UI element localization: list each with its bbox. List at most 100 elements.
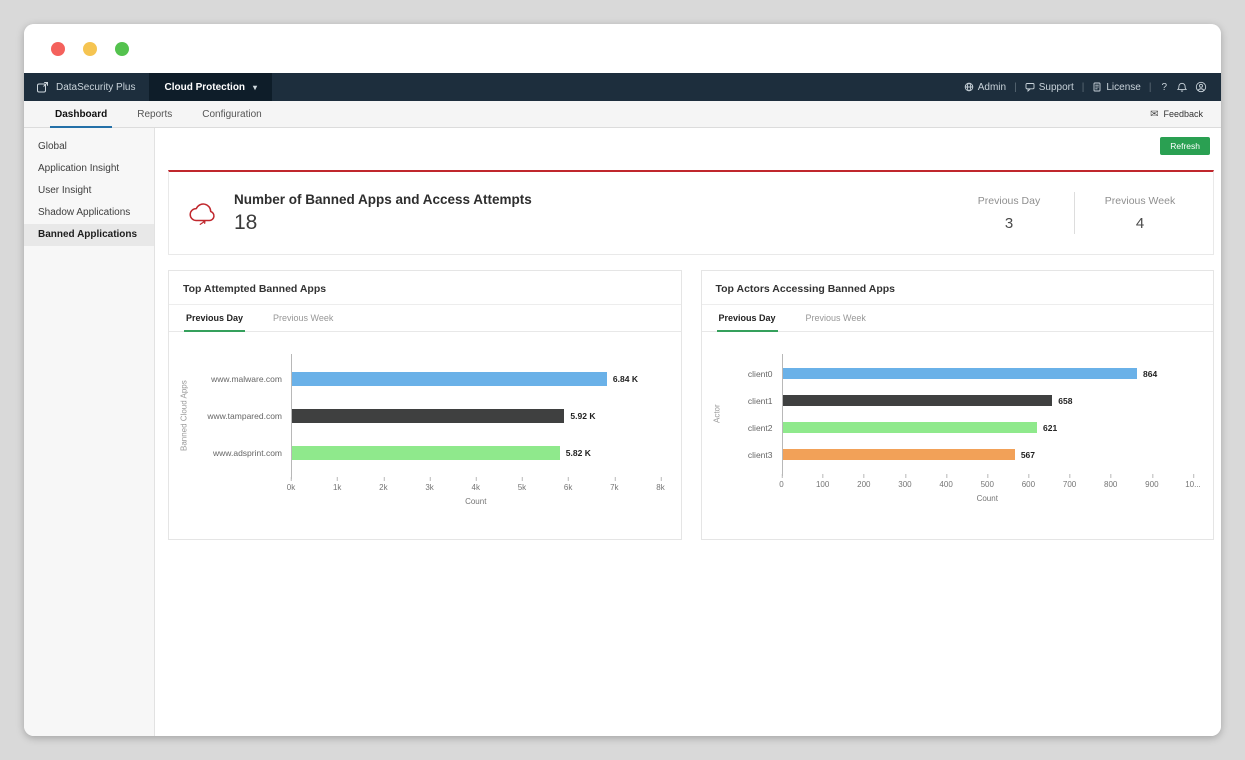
sidebar-item-global[interactable]: Global <box>38 141 67 152</box>
charts-row: Top Attempted Banned Apps Previous Day P… <box>168 270 1214 540</box>
chart-tab-previous-week[interactable]: Previous Week <box>805 313 866 323</box>
section-tabbar: Dashboard Reports Configuration ✉ Feedba… <box>24 101 1221 128</box>
x-tick-label: 8k <box>656 477 665 492</box>
x-tick-label: 0k <box>286 477 296 492</box>
separator: | <box>1081 81 1085 93</box>
help-icon[interactable]: ? <box>1161 81 1167 93</box>
x-tick-label: 7k <box>610 477 619 492</box>
license-icon <box>1093 82 1101 92</box>
bar[interactable] <box>781 449 1015 460</box>
feedback-link[interactable]: ✉ Feedback <box>1150 101 1203 127</box>
envelope-icon: ✉ <box>1150 108 1159 120</box>
bar[interactable] <box>291 445 560 460</box>
y-axis-title: Actor <box>712 404 721 424</box>
chart-row: www.adsprint.com 5.82 K <box>191 434 661 471</box>
sidebar-item-application-insight[interactable]: Application Insight <box>38 163 120 174</box>
chart-rows: client0 864 client1 658 client2 621 client3 567 <box>724 354 1194 476</box>
globe-icon <box>964 82 973 92</box>
previous-day-label: Previous Day <box>977 194 1041 207</box>
admin-menu[interactable]: Admin <box>964 82 1006 93</box>
x-ticks: 0k 1k 2k 3k 4k 5k 6k 7k 8k <box>287 476 665 494</box>
x-tick-label: 4k <box>471 477 480 492</box>
chart-row: client2 621 <box>724 414 1194 441</box>
bar-track: 5.92 K <box>291 397 661 434</box>
category-label: www.malware.com <box>211 373 282 384</box>
x-tick-label: 600 <box>1021 474 1036 489</box>
chart-tab-previous-day[interactable]: Previous Day <box>184 305 246 332</box>
refresh-button[interactable]: Refresh <box>1160 137 1210 155</box>
x-axis-title: Count <box>465 497 487 506</box>
bar-value-label: 567 <box>1020 449 1035 460</box>
bar[interactable] <box>291 371 607 386</box>
bar[interactable] <box>291 408 565 423</box>
tab-configuration[interactable]: Configuration <box>202 108 262 120</box>
notifications-bell-icon[interactable] <box>1177 82 1187 93</box>
separator: | <box>1014 81 1017 93</box>
product-brand: DataSecurity Plus <box>24 81 149 94</box>
chart-title: Top Attempted Banned Apps <box>169 271 681 305</box>
tab-reports[interactable]: Reports <box>137 108 173 120</box>
window-maximize-button[interactable] <box>115 41 129 56</box>
license-menu[interactable]: License <box>1092 82 1141 93</box>
x-ticks: 0 100 200 300 400 500 600 700 800 900 10... <box>779 473 1201 491</box>
previous-week-value: 4 <box>1135 214 1145 232</box>
bar[interactable] <box>781 368 1138 379</box>
chart-card-top-actors: Top Actors Accessing Banned Apps Previou… <box>700 270 1214 540</box>
previous-week-label: Previous Week <box>1104 194 1176 207</box>
previous-week-block: Previous Week 4 <box>1081 195 1199 232</box>
category-label: client3 <box>747 449 773 460</box>
main-toolbar: Refresh <box>168 137 1214 170</box>
bar-chart-actors: Actor client0 864 client1 658 client2 621 clie… <box>702 332 1214 503</box>
x-tick-label: 400 <box>939 474 953 489</box>
chart-row: client3 567 <box>724 441 1194 468</box>
module-selector[interactable]: Cloud Protection ▾ <box>149 73 273 101</box>
category-label: www.tampared.com <box>207 410 282 421</box>
category-label: www.adsprint.com <box>213 447 282 458</box>
chart-row: www.malware.com 6.84 K <box>191 360 661 397</box>
x-tick-label: 3k <box>425 477 434 492</box>
vertical-divider <box>1074 192 1075 234</box>
sidebar-item-shadow-applications[interactable]: Shadow Applications <box>38 207 131 218</box>
chart-rows: www.malware.com 6.84 K www.tampared.com 5.9… <box>191 354 661 479</box>
account-avatar-icon[interactable] <box>1195 81 1207 93</box>
tab-dashboard[interactable]: Dashboard <box>40 101 122 128</box>
separator: | <box>1148 81 1152 93</box>
bar-value-label: 5.92 K <box>570 410 596 421</box>
category-label: client0 <box>747 368 773 379</box>
product-logo-icon <box>36 81 49 94</box>
sidebar-item-user-insight[interactable]: User Insight <box>38 185 92 196</box>
chat-icon <box>1025 83 1035 92</box>
chart-row: client1 658 <box>724 387 1194 414</box>
bar-value-label: 658 <box>1058 395 1073 406</box>
x-tick-label: 5k <box>517 477 527 492</box>
chart-plot-area: www.malware.com 6.84 K www.tampared.com 5.9… <box>191 354 665 506</box>
x-tick-label: 0 <box>779 474 784 489</box>
window-close-button[interactable] <box>51 41 65 56</box>
bar-value-label: 6.84 K <box>612 373 638 384</box>
window-minimize-button[interactable] <box>83 41 97 56</box>
bar-track: 6.84 K <box>291 360 661 397</box>
chart-tabs: Previous Day Previous Week <box>169 305 681 332</box>
summary-card: Number of Banned Apps and Access Attempt… <box>168 170 1214 255</box>
support-menu[interactable]: Support <box>1025 82 1074 93</box>
previous-day-value: 3 <box>1004 214 1014 232</box>
bar-track: 567 <box>781 441 1194 468</box>
bar-track: 5.82 K <box>291 434 661 471</box>
x-tick-label: 100 <box>815 474 830 489</box>
chart-tab-previous-week[interactable]: Previous Week <box>273 313 334 323</box>
x-tick-label: 2k <box>379 477 388 492</box>
bar[interactable] <box>781 395 1053 406</box>
x-tick-label: 700 <box>1062 474 1077 489</box>
feedback-label: Feedback <box>1163 109 1203 119</box>
previous-day-block: Previous Day 3 <box>950 195 1068 232</box>
summary-title: Number of Banned Apps and Access Attempt… <box>234 191 532 207</box>
bar-track: 864 <box>781 360 1194 387</box>
x-tick-label: 6k <box>563 477 573 492</box>
x-tick-label: 1k <box>332 477 342 492</box>
x-tick-label: 800 <box>1104 474 1118 489</box>
chart-tab-previous-day[interactable]: Previous Day <box>716 305 778 332</box>
sidebar-item-banned-applications[interactable]: Banned Applications <box>24 224 154 246</box>
bar[interactable] <box>781 422 1038 433</box>
axis-spacer <box>191 476 291 494</box>
